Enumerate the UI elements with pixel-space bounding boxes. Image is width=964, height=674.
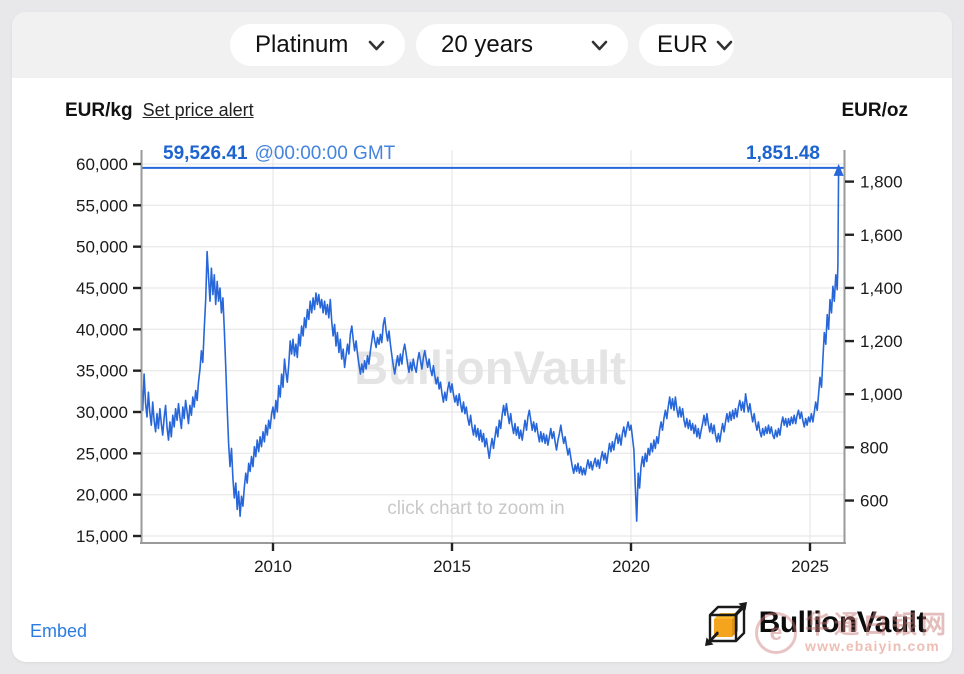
chart-axes: 60,000 55,000 50,000 45,000 40,000 35,000 30,0… (76, 150, 903, 576)
units-row: EUR/kg Set price alert EUR/oz (65, 100, 908, 122)
bullionvault-brand: BullionVault (703, 598, 927, 648)
chevron-down-icon (368, 40, 385, 50)
chevron-down-icon (591, 40, 608, 50)
svg-text:15,000: 15,000 (76, 527, 128, 546)
svg-text:1,800: 1,800 (860, 173, 903, 192)
svg-text:600: 600 (860, 492, 888, 511)
period-dropdown-value: 20 years (441, 31, 534, 58)
svg-text:1,400: 1,400 (860, 279, 903, 298)
topbar: Platinum 20 years EUR (12, 12, 952, 78)
bullionvault-logo-icon (704, 602, 747, 646)
current-price-oz-value: 1,851.48 (746, 143, 820, 164)
svg-text:1,200: 1,200 (860, 332, 903, 351)
zoom-hint-text: click chart to zoom in (387, 498, 564, 519)
svg-text:60,000: 60,000 (76, 155, 128, 174)
svg-text:45,000: 45,000 (76, 279, 128, 298)
svg-text:800: 800 (860, 438, 888, 457)
currency-dropdown[interactable]: EUR (639, 24, 734, 66)
svg-text:2020: 2020 (612, 557, 650, 576)
svg-text:30,000: 30,000 (76, 403, 128, 422)
svg-text:2010: 2010 (254, 557, 292, 576)
right-axis-unit-label: EUR/oz (841, 100, 909, 121)
svg-text:35,000: 35,000 (76, 362, 128, 381)
metal-dropdown-value: Platinum (255, 31, 349, 58)
chart-card: Platinum 20 years EUR EUR/kg Set price a… (12, 12, 952, 662)
bullionvault-logo-text: BullionVault (758, 606, 927, 639)
svg-text:2025: 2025 (791, 557, 829, 576)
left-axis-unit-label: EUR/kg (65, 100, 133, 121)
svg-text:1,000: 1,000 (860, 385, 903, 404)
currency-dropdown-value: EUR (657, 31, 708, 58)
current-price-timestamp: @00:00:00 GMT (254, 143, 396, 164)
svg-text:40,000: 40,000 (76, 320, 128, 339)
svg-text:1,600: 1,600 (860, 226, 903, 245)
set-price-alert-link[interactable]: Set price alert (142, 100, 254, 120)
period-dropdown[interactable]: 20 years (416, 24, 628, 66)
svg-text:25,000: 25,000 (76, 444, 128, 463)
chart-gridlines (141, 150, 845, 543)
embed-link[interactable]: Embed (30, 621, 88, 641)
chart-watermark: BullionVault (354, 341, 626, 394)
current-price-kg-value: 59,526.41 (163, 143, 248, 164)
price-line-series (140, 163, 845, 522)
svg-text:20,000: 20,000 (76, 486, 128, 505)
chevron-down-icon (716, 40, 732, 50)
metal-dropdown[interactable]: Platinum (230, 24, 405, 66)
svg-text:55,000: 55,000 (76, 196, 128, 215)
svg-text:2015: 2015 (433, 557, 471, 576)
price-chart[interactable]: BullionVault click chart to zoom in 60,0… (76, 150, 903, 576)
svg-text:50,000: 50,000 (76, 238, 128, 257)
current-price-annotation: 59,526.41 @00:00:00 GMT (163, 143, 395, 165)
